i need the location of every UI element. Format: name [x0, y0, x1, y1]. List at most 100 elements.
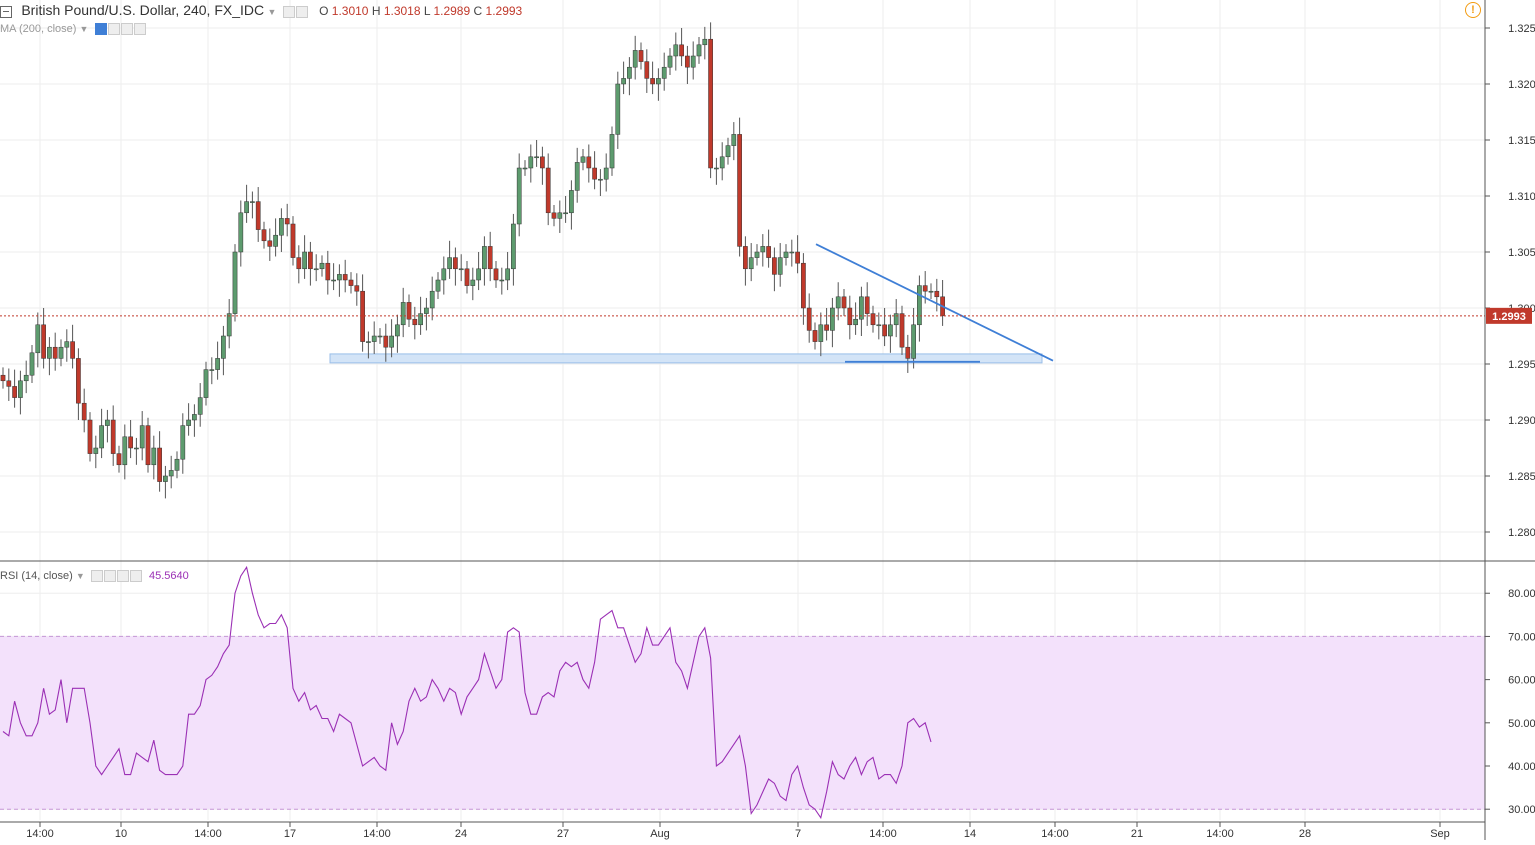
- candle-down: [922, 285, 928, 292]
- candle-down: [545, 167, 551, 214]
- symbol-title: British Pound/U.S. Dollar, 240, FX_IDC: [21, 2, 265, 18]
- candle-up: [696, 44, 702, 57]
- gear-icon[interactable]: [107, 23, 120, 36]
- candle-down: [0, 374, 6, 382]
- rsi-tick-label: 60.0000: [1508, 675, 1535, 687]
- support-zone[interactable]: [329, 353, 1043, 364]
- time-tick-label: Sep: [1430, 828, 1450, 840]
- candle-down: [847, 307, 853, 326]
- chevron-down-icon[interactable]: ▼: [79, 24, 89, 34]
- candle-up: [598, 178, 603, 181]
- candle-up: [319, 262, 325, 270]
- candle-down: [6, 380, 12, 387]
- price-tick-label: 1.3250: [1508, 23, 1535, 35]
- ma-label: MA (200, close): [0, 23, 77, 35]
- candle-up: [209, 369, 215, 371]
- candle-up: [29, 352, 35, 376]
- candle-up: [656, 78, 661, 85]
- time-tick-label: 17: [284, 828, 296, 840]
- candle-down: [586, 156, 592, 169]
- candle-down: [41, 324, 46, 359]
- candle-down: [87, 419, 93, 454]
- high-value: 1.3018: [383, 4, 421, 18]
- candle-up: [64, 341, 70, 348]
- candle-up: [673, 44, 679, 57]
- alert-icon[interactable]: !: [1465, 2, 1481, 18]
- eye-icon[interactable]: [94, 23, 107, 36]
- candle-up: [395, 324, 400, 337]
- candle-down: [772, 257, 777, 275]
- gear-icon[interactable]: [296, 5, 309, 18]
- candle-up: [244, 201, 249, 214]
- eye-icon[interactable]: [90, 570, 103, 583]
- time-tick-label: 14:00: [194, 828, 222, 840]
- candle-down: [342, 274, 348, 281]
- candle-up: [447, 257, 452, 270]
- candle-up: [168, 470, 174, 477]
- candle-down: [70, 341, 75, 359]
- time-tick-label: 21: [1131, 828, 1143, 840]
- candle-up: [853, 318, 858, 326]
- add-icon[interactable]: [120, 23, 133, 36]
- last-price-label: 1.2993: [1492, 311, 1526, 323]
- candle-up: [470, 279, 476, 286]
- chevron-down-icon[interactable]: ▼: [75, 571, 85, 581]
- symbol-legend: British Pound/U.S. Dollar, 240, FX_IDC ▼…: [0, 2, 522, 18]
- candle-down: [290, 223, 296, 258]
- candle-up: [563, 212, 568, 215]
- close-icon[interactable]: [133, 23, 146, 36]
- candle-up: [215, 358, 220, 370]
- candle-up: [516, 167, 522, 225]
- candle-up: [122, 436, 128, 466]
- candle-down: [905, 346, 911, 359]
- time-tick-label: 10: [115, 828, 127, 840]
- candle-down: [650, 78, 655, 85]
- descending-trendline: [815, 243, 1054, 362]
- candle-up: [203, 369, 209, 398]
- candle-up: [876, 324, 882, 327]
- candle-up: [522, 167, 528, 170]
- price-tick-label: 1.3050: [1508, 247, 1535, 259]
- candle-up: [429, 290, 435, 309]
- candle-up: [273, 234, 278, 247]
- candle-up: [557, 212, 563, 219]
- candle-down: [870, 313, 876, 326]
- rsi-tick-label: 40.0000: [1508, 761, 1535, 773]
- close-value: 1.2993: [485, 4, 523, 18]
- candle-up: [632, 50, 638, 68]
- chevron-down-icon[interactable]: ▼: [267, 7, 277, 17]
- candle-down: [354, 285, 360, 292]
- candle-up: [690, 55, 696, 68]
- candle-down: [864, 296, 870, 314]
- eye-icon[interactable]: [283, 5, 296, 18]
- candle-down: [76, 358, 81, 404]
- candle-down: [261, 229, 267, 242]
- price-tick-label: 1.2950: [1508, 359, 1535, 371]
- time-tick-label: 7: [795, 828, 801, 840]
- candle-down: [806, 307, 812, 331]
- drawings[interactable]: [0, 243, 1485, 363]
- low-label: L: [423, 4, 431, 18]
- candle-down: [824, 324, 829, 331]
- add-icon[interactable]: [116, 570, 129, 583]
- ma-legend: MA (200, close) ▼: [0, 23, 147, 36]
- candle-up: [238, 212, 244, 253]
- candle-up: [505, 268, 510, 281]
- candle-up: [180, 425, 186, 460]
- candle-down: [12, 386, 17, 398]
- candle-down: [644, 61, 650, 79]
- candle-down: [383, 335, 389, 348]
- candle-up: [789, 251, 795, 254]
- rsi-tick-label: 80.0000: [1508, 588, 1535, 600]
- rsi-band: [0, 635, 1485, 810]
- candle-up: [279, 218, 284, 236]
- close-icon[interactable]: [129, 570, 142, 583]
- candle-up: [777, 257, 783, 275]
- candle-up: [482, 246, 487, 270]
- candle-up: [888, 324, 893, 337]
- collapse-icon[interactable]: [0, 5, 12, 18]
- gear-icon[interactable]: [103, 570, 116, 583]
